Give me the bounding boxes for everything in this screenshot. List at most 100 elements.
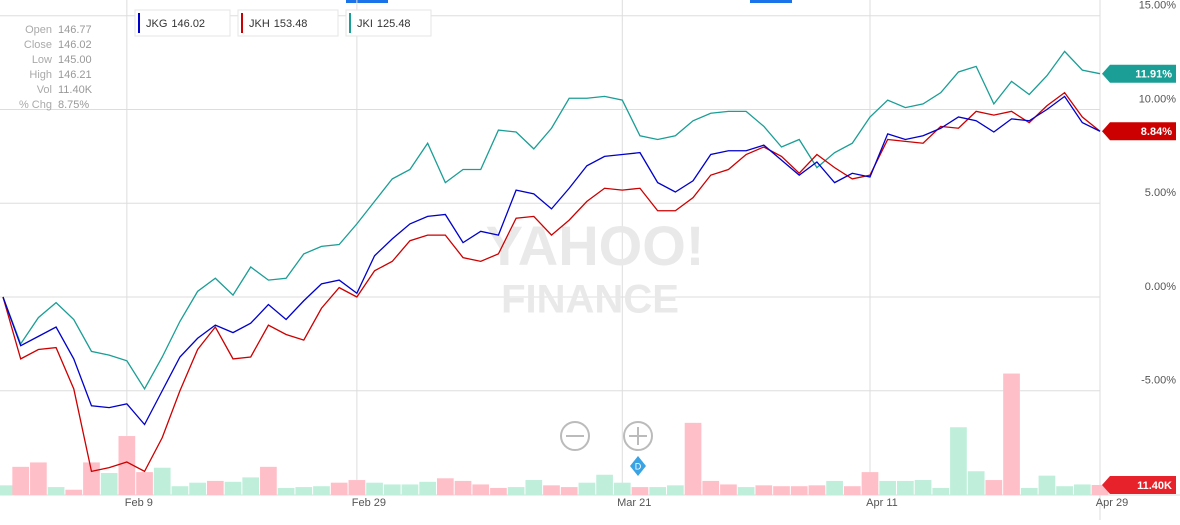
legend-entry: JKH 153.48	[249, 18, 307, 30]
volume-bar	[1091, 484, 1109, 495]
volume-bar	[525, 480, 543, 495]
volume-bar	[12, 466, 30, 495]
volume-bar	[720, 484, 737, 495]
axis: 15.00% 10.00% 5.00% 0.00% -5.00% Feb 9 Feb 29 M…	[125, 0, 1176, 509]
volume-bar	[189, 482, 206, 495]
legend-swatch	[138, 13, 140, 33]
end-label: 8.84%	[1141, 126, 1172, 138]
volume-label: 11.40K	[1137, 480, 1172, 492]
svg-text:D: D	[635, 461, 642, 471]
volume-bar	[436, 478, 454, 495]
end-label: 11.91%	[1135, 69, 1172, 81]
x-tick-label: Mar 21	[617, 497, 651, 509]
y-tick-label: -5.00%	[1141, 375, 1176, 387]
volume-bar	[472, 484, 490, 495]
volume-bar	[985, 480, 1003, 495]
volume-bar	[879, 480, 897, 495]
volume-label-box	[1102, 475, 1176, 494]
volume-bar	[65, 489, 83, 495]
volume-bar	[30, 462, 47, 495]
tab-indicator	[346, 0, 388, 3]
info-label: High	[29, 69, 52, 81]
volume-bar	[861, 472, 879, 495]
volume-bar	[560, 487, 578, 495]
volume-bar	[0, 485, 17, 495]
series-line	[2, 91, 1101, 473]
volume-bar	[366, 482, 383, 495]
legend-value: 153.48	[274, 18, 308, 30]
legend-box	[237, 9, 339, 37]
y-tick-label: 5.00%	[1145, 187, 1176, 199]
legend-box	[134, 9, 231, 37]
info-label: Low	[32, 54, 52, 66]
volume-bar	[419, 481, 436, 495]
volume-bar	[295, 487, 313, 495]
volume-bar	[260, 466, 277, 495]
volume-bar	[843, 486, 861, 495]
end-label-box	[1102, 122, 1176, 141]
volume-bar	[153, 467, 171, 495]
volume-bar	[897, 480, 914, 495]
y-tick-label: 0.00%	[1145, 281, 1176, 293]
legend: JKG 146.02 JKH 153.48 JKI 125.48	[134, 9, 432, 37]
end-label-box	[1102, 64, 1176, 83]
volume-bar	[1020, 487, 1038, 495]
volume-bar	[950, 427, 967, 495]
lines	[2, 50, 1101, 473]
tab-indicator	[750, 0, 792, 3]
info-value: 146.02	[58, 39, 92, 51]
volume-bar	[613, 482, 631, 495]
legend-entry: JKI 125.48	[357, 18, 411, 30]
info-value: 11.40K	[58, 84, 93, 96]
zoom-out[interactable]	[560, 421, 590, 451]
volume-bar	[684, 422, 702, 495]
volume-bar	[543, 485, 560, 495]
volume-bar	[118, 436, 136, 495]
volume-bar	[578, 482, 596, 495]
info-label: % Chg	[19, 99, 52, 111]
volume-bar	[932, 487, 950, 495]
volume-bar	[808, 485, 826, 495]
info-label: Close	[24, 39, 52, 51]
volume-bar	[401, 484, 419, 495]
volume-bar	[136, 472, 153, 495]
series-line	[2, 50, 1101, 391]
volume-bar	[47, 487, 65, 495]
info-value: 146.21	[58, 69, 92, 81]
series-line	[2, 95, 1101, 426]
legend-swatch	[241, 13, 243, 33]
volume-bar	[737, 487, 755, 495]
volume-bar	[631, 487, 649, 495]
volume-bar	[454, 480, 472, 495]
zoom-in[interactable]	[623, 421, 653, 451]
x-tick-label: Feb 9	[125, 497, 153, 509]
volume-bar	[313, 486, 330, 495]
legend-name: JKH	[249, 18, 270, 30]
legend-entry: JKG 146.02	[146, 18, 205, 30]
x-tick-label: Apr 11	[866, 497, 898, 509]
volume-bar	[224, 481, 242, 495]
volume-bar	[773, 486, 790, 495]
watermark: FINANCE	[501, 278, 679, 322]
legend-swatch	[349, 13, 351, 33]
watermark: YAHOO!	[486, 214, 705, 277]
volume-bar	[171, 486, 189, 495]
volume-bar	[507, 487, 525, 495]
info-label: Open	[25, 24, 52, 36]
volume-bar	[206, 480, 224, 495]
volume-bar	[790, 486, 808, 495]
volume-bar	[100, 473, 118, 495]
dividend-marker[interactable]: D	[630, 456, 646, 476]
volume-bar	[667, 485, 684, 495]
volume-bar	[967, 471, 985, 495]
info-value: 8.75%	[58, 99, 89, 111]
legend-name: JKG	[146, 18, 167, 30]
info-value: 146.77	[58, 24, 92, 36]
volume-bar	[755, 485, 773, 495]
volume-bar	[490, 487, 507, 495]
legend-name: JKI	[357, 18, 373, 30]
x-tick-label: Feb 29	[352, 497, 386, 509]
volume-bar	[702, 480, 720, 495]
y-tick-label: 10.00%	[1139, 93, 1177, 105]
